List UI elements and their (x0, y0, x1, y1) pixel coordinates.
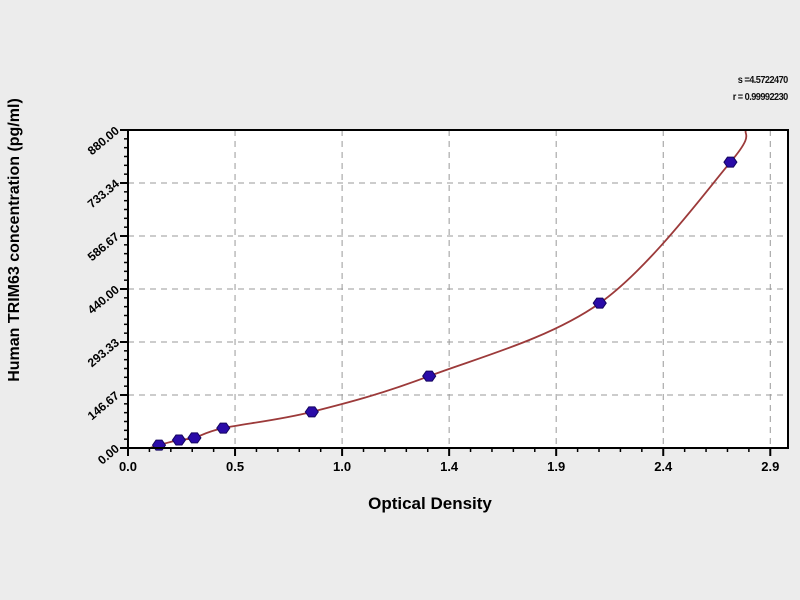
x-tick-label: 1.0 (333, 459, 351, 474)
data-points (151, 156, 738, 451)
fit-stat-s: s =4.5722470 (738, 75, 788, 86)
gridlines (128, 130, 788, 448)
x-tick-label: 0.5 (226, 459, 244, 474)
x-tick-label: 2.4 (654, 459, 673, 474)
y-axis-title: Human TRIM63 concentration (pg/ml) (6, 98, 23, 382)
x-axis-title: Optical Density (368, 494, 492, 513)
data-point (216, 422, 231, 434)
data-point (187, 432, 202, 444)
y-tick-label: 586.67 (85, 229, 122, 264)
fit-stat-r: r = 0.99992230 (733, 92, 789, 103)
data-point (592, 297, 607, 309)
x-tick-label: 0.0 (119, 459, 137, 474)
x-tick-label: 1.4 (440, 459, 459, 474)
x-tick-label: 2.9 (761, 459, 779, 474)
y-tick-label: 293.33 (85, 335, 122, 370)
data-point (171, 434, 187, 446)
data-point (304, 406, 319, 418)
y-tick-label: 733.34 (85, 176, 122, 211)
axis-ticks (120, 129, 772, 456)
y-tick-label: 146.67 (85, 388, 122, 423)
y-tick-label: 880.00 (85, 123, 122, 158)
x-tick-label: 1.9 (547, 459, 565, 474)
data-point (723, 156, 738, 168)
data-point (422, 370, 437, 382)
fit-statistics: s =4.5722470 r = 0.99992230 (733, 72, 789, 106)
y-tick-label: 440.00 (85, 282, 122, 317)
